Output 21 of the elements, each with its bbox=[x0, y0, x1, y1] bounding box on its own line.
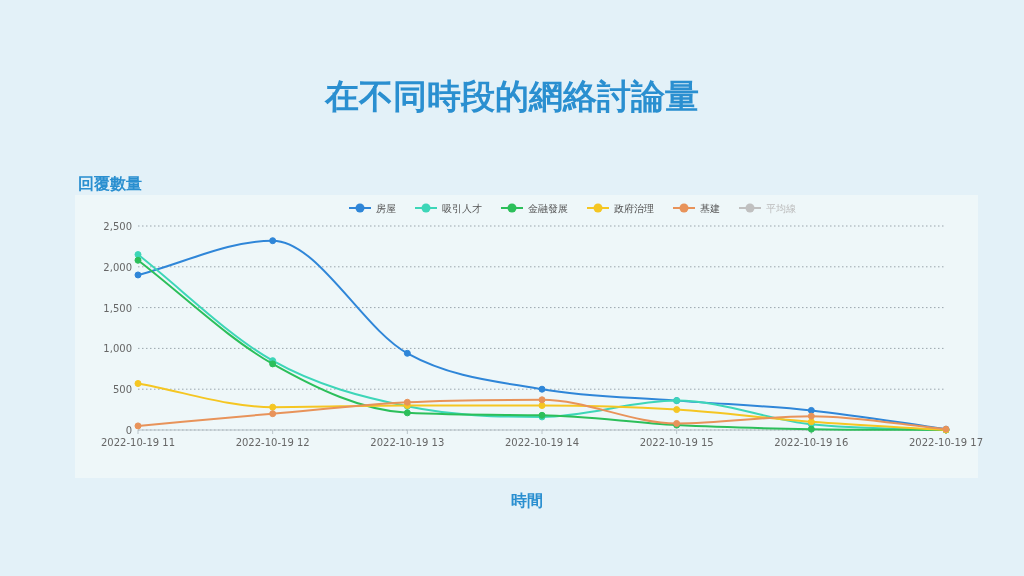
y-tick-label: 500 bbox=[112, 384, 132, 396]
y-axis-title: 回覆數量 bbox=[78, 174, 142, 193]
legend-label: 金融發展 bbox=[528, 203, 568, 214]
y-tick-label: 2,500 bbox=[103, 221, 132, 232]
legend-label: 政府治理 bbox=[614, 203, 654, 214]
x-tick-label: 2022-10-19 13 bbox=[370, 437, 445, 448]
x-axis-title: 時間 bbox=[511, 491, 543, 510]
y-tick-label: 0 bbox=[125, 425, 132, 436]
x-tick-label: 2022-10-19 16 bbox=[774, 437, 849, 448]
x-tick-label: 2022-10-19 17 bbox=[908, 437, 984, 448]
y-tick-label: 2,000 bbox=[103, 261, 132, 273]
legend-label: 吸引人才 bbox=[442, 203, 482, 214]
legend-label: 基建 bbox=[700, 203, 720, 214]
x-tick-label: 2022-10-19 14 bbox=[504, 437, 580, 448]
x-tick-label: 2022-10-19 11 bbox=[100, 437, 176, 448]
y-tick-label: 1,000 bbox=[103, 343, 132, 355]
legend-label: 房屋 bbox=[376, 203, 396, 214]
x-tick-label: 2022-10-19 15 bbox=[639, 437, 714, 448]
x-tick-label: 2022-10-19 12 bbox=[235, 437, 310, 448]
y-tick-label: 1,500 bbox=[103, 302, 132, 314]
chart-title: 在不同時段的網絡討論量 bbox=[324, 76, 699, 116]
